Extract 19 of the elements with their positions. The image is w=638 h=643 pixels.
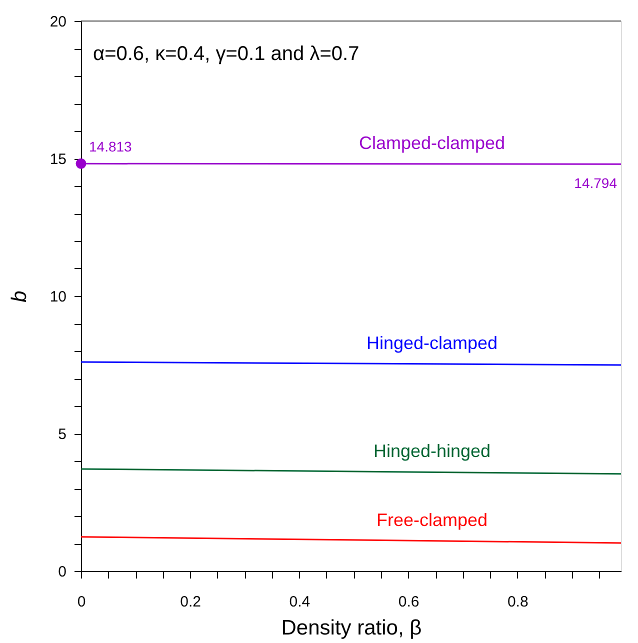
y-tick-label: 0 (58, 564, 66, 580)
data-label: 14.813 (89, 138, 132, 155)
data-label: 14.794 (574, 175, 618, 192)
x-tick-label: 0.4 (289, 594, 310, 610)
y-tick-label: 5 (58, 426, 66, 443)
x-tick-label: 0.8 (507, 594, 528, 610)
x-tick-label: 0.2 (180, 594, 202, 610)
annotation: α=0.6, κ=0.4, γ=0.1 and λ=0.7 (93, 43, 360, 65)
x-tick-label: 0 (77, 594, 86, 610)
y-tick-label: 10 (50, 288, 66, 306)
series-label: Hinged-hinged (373, 441, 491, 462)
series-label: Free-clamped (376, 510, 488, 530)
y-tick-label: 15 (50, 151, 66, 168)
y-tick-label: 20 (50, 14, 66, 30)
series-label: Clamped-clamped (358, 132, 506, 153)
x-axis-title: Density ratio, β (281, 616, 422, 640)
series-label: Hinged-clamped (366, 332, 498, 353)
x-tick-label: 0.6 (398, 594, 420, 610)
y-axis-title: b (8, 290, 31, 302)
